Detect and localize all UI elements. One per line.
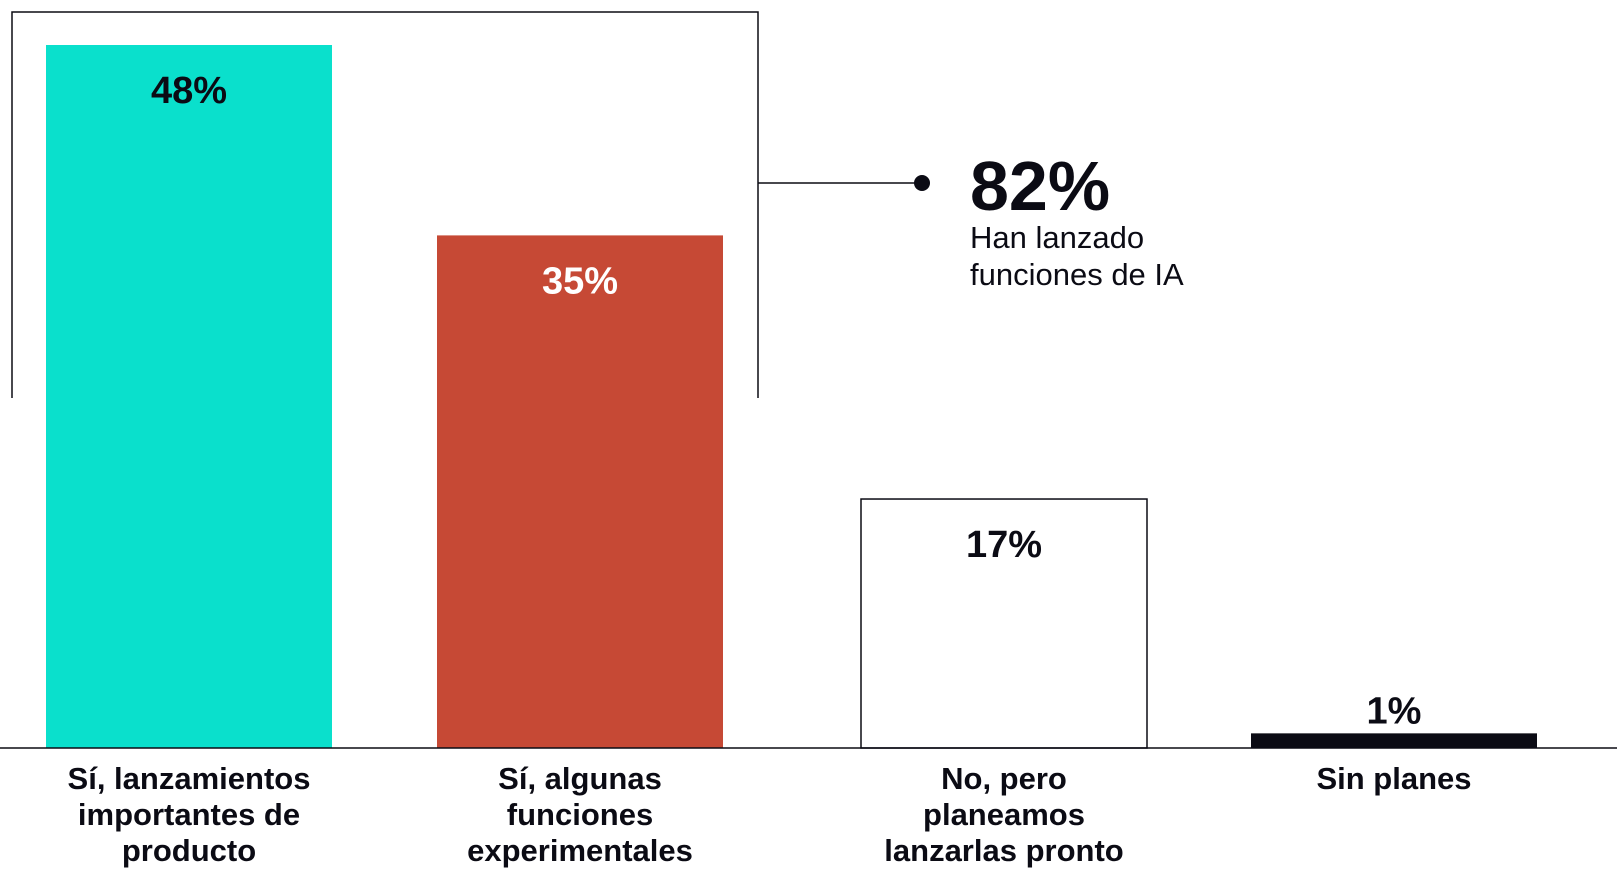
- category-label: No, pero planeamos lanzarlas pronto: [884, 761, 1123, 868]
- category-label-line: Sí, algunas: [498, 761, 662, 796]
- category-labels-group: Sí, lanzamientos importantes de productoSí…: [68, 761, 1472, 868]
- annotation-leader-dot: [914, 175, 930, 191]
- bar-value-label: 35%: [542, 260, 618, 302]
- bar-value-label: 17%: [966, 524, 1042, 566]
- category-label: Sí, lanzamientos importantes de producto: [68, 761, 311, 868]
- bar: [46, 45, 332, 748]
- bars-group: [46, 45, 1537, 749]
- bar: [437, 235, 723, 749]
- category-label-line: importantes de: [78, 797, 300, 832]
- value-labels-group: 48% 35% 17% 1%: [151, 70, 1421, 732]
- annotation-bracket: [11, 11, 759, 398]
- bar: [1251, 733, 1537, 748]
- bar: [860, 498, 1148, 749]
- category-label-line: funciones: [507, 797, 653, 832]
- category-label-line: planeamos: [923, 797, 1085, 832]
- annotation-value: 82%: [970, 147, 1110, 225]
- bar-value-label: 1%: [1367, 690, 1422, 732]
- category-label-line: Sí, lanzamientos: [68, 761, 311, 796]
- category-label: Sin planes: [1316, 761, 1471, 796]
- category-label-line: lanzarlas pronto: [884, 833, 1123, 868]
- category-label-line: Sin planes: [1316, 761, 1471, 796]
- annotation-label-line: funciones de IA: [970, 257, 1184, 292]
- category-label: Sí, algunas funciones experimentales: [467, 761, 693, 868]
- category-label-line: No, pero: [941, 761, 1067, 796]
- annotation-label-line: Han lanzado: [970, 220, 1144, 255]
- annotation-label: Han lanzado funciones de IA: [970, 220, 1184, 292]
- category-label-line: experimentales: [467, 833, 693, 868]
- bar-value-label: 48%: [151, 70, 227, 112]
- category-label-line: producto: [122, 833, 256, 868]
- annotation-group: 82% Han lanzado funciones de IA: [11, 11, 1184, 398]
